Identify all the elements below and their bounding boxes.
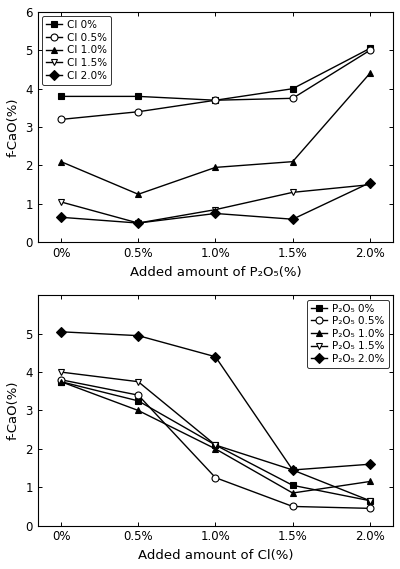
Cl 0.5% bbox=[213, 97, 218, 104]
P₂O₅ 1.5% bbox=[59, 369, 64, 376]
P₂O₅ 2.0% bbox=[290, 467, 295, 473]
P₂O₅ 0.5% bbox=[59, 376, 64, 383]
Cl 1.0% bbox=[59, 158, 64, 165]
P₂O₅ 0% bbox=[213, 442, 218, 448]
Line: P₂O₅ 0%: P₂O₅ 0% bbox=[58, 378, 373, 504]
Cl 0% bbox=[136, 93, 141, 100]
Cl 2.0% bbox=[136, 220, 141, 226]
Cl 0.5% bbox=[59, 116, 64, 123]
Y-axis label: f-CaO(%): f-CaO(%) bbox=[7, 381, 20, 440]
P₂O₅ 0% bbox=[290, 482, 295, 489]
Cl 0.5% bbox=[368, 47, 372, 53]
Line: P₂O₅ 1.5%: P₂O₅ 1.5% bbox=[58, 369, 373, 504]
Cl 1.5% bbox=[368, 182, 372, 188]
Cl 1.0% bbox=[213, 164, 218, 171]
Line: P₂O₅ 0.5%: P₂O₅ 0.5% bbox=[58, 376, 373, 512]
P₂O₅ 0% bbox=[136, 398, 141, 405]
Cl 0.5% bbox=[290, 95, 295, 102]
P₂O₅ 1.5% bbox=[136, 378, 141, 385]
Cl 1.5% bbox=[136, 220, 141, 226]
P₂O₅ 0.5% bbox=[368, 505, 372, 512]
P₂O₅ 1.0% bbox=[290, 489, 295, 496]
P₂O₅ 0.5% bbox=[213, 474, 218, 481]
P₂O₅ 1.0% bbox=[368, 478, 372, 485]
P₂O₅ 0% bbox=[368, 497, 372, 504]
P₂O₅ 1.0% bbox=[213, 446, 218, 452]
Line: Cl 0.5%: Cl 0.5% bbox=[58, 47, 373, 123]
Line: P₂O₅ 2.0%: P₂O₅ 2.0% bbox=[58, 328, 373, 473]
P₂O₅ 1.5% bbox=[290, 467, 295, 473]
Line: Cl 1.0%: Cl 1.0% bbox=[58, 70, 373, 198]
P₂O₅ 1.0% bbox=[59, 378, 64, 385]
P₂O₅ 0% bbox=[59, 378, 64, 385]
Cl 1.5% bbox=[59, 199, 64, 205]
Cl 1.5% bbox=[290, 189, 295, 196]
P₂O₅ 2.0% bbox=[136, 332, 141, 339]
Line: Cl 0%: Cl 0% bbox=[58, 45, 373, 104]
Cl 2.0% bbox=[368, 179, 372, 186]
P₂O₅ 1.5% bbox=[213, 442, 218, 448]
P₂O₅ 2.0% bbox=[213, 353, 218, 360]
P₂O₅ 0.5% bbox=[136, 391, 141, 398]
Legend: P₂O₅ 0%, P₂O₅ 0.5%, P₂O₅ 1.0%, P₂O₅ 1.5%, P₂O₅ 2.0%: P₂O₅ 0%, P₂O₅ 0.5%, P₂O₅ 1.0%, P₂O₅ 1.5%… bbox=[307, 299, 389, 368]
Cl 0% bbox=[368, 45, 372, 52]
Line: Cl 2.0%: Cl 2.0% bbox=[58, 179, 373, 226]
P₂O₅ 1.0% bbox=[136, 407, 141, 414]
Cl 0% bbox=[59, 93, 64, 100]
Cl 1.0% bbox=[368, 70, 372, 77]
P₂O₅ 2.0% bbox=[59, 328, 64, 335]
Line: P₂O₅ 1.0%: P₂O₅ 1.0% bbox=[58, 378, 373, 497]
P₂O₅ 2.0% bbox=[368, 461, 372, 468]
P₂O₅ 0.5% bbox=[290, 503, 295, 510]
Cl 0% bbox=[213, 97, 218, 104]
Cl 0% bbox=[290, 85, 295, 92]
Legend: Cl 0%, Cl 0.5%, Cl 1.0%, Cl 1.5%, Cl 2.0%: Cl 0%, Cl 0.5%, Cl 1.0%, Cl 1.5%, Cl 2.0… bbox=[42, 16, 111, 85]
Cl 2.0% bbox=[59, 214, 64, 221]
P₂O₅ 1.5% bbox=[368, 497, 372, 504]
Cl 1.0% bbox=[290, 158, 295, 165]
Cl 1.0% bbox=[136, 191, 141, 197]
X-axis label: Added amount of Cl(%): Added amount of Cl(%) bbox=[138, 549, 293, 562]
X-axis label: Added amount of P₂O₅(%): Added amount of P₂O₅(%) bbox=[130, 266, 301, 279]
Y-axis label: f-CaO(%): f-CaO(%) bbox=[7, 97, 20, 157]
Line: Cl 1.5%: Cl 1.5% bbox=[58, 181, 373, 226]
Cl 2.0% bbox=[213, 210, 218, 217]
Cl 1.5% bbox=[213, 206, 218, 213]
Cl 2.0% bbox=[290, 216, 295, 222]
Cl 0.5% bbox=[136, 108, 141, 115]
